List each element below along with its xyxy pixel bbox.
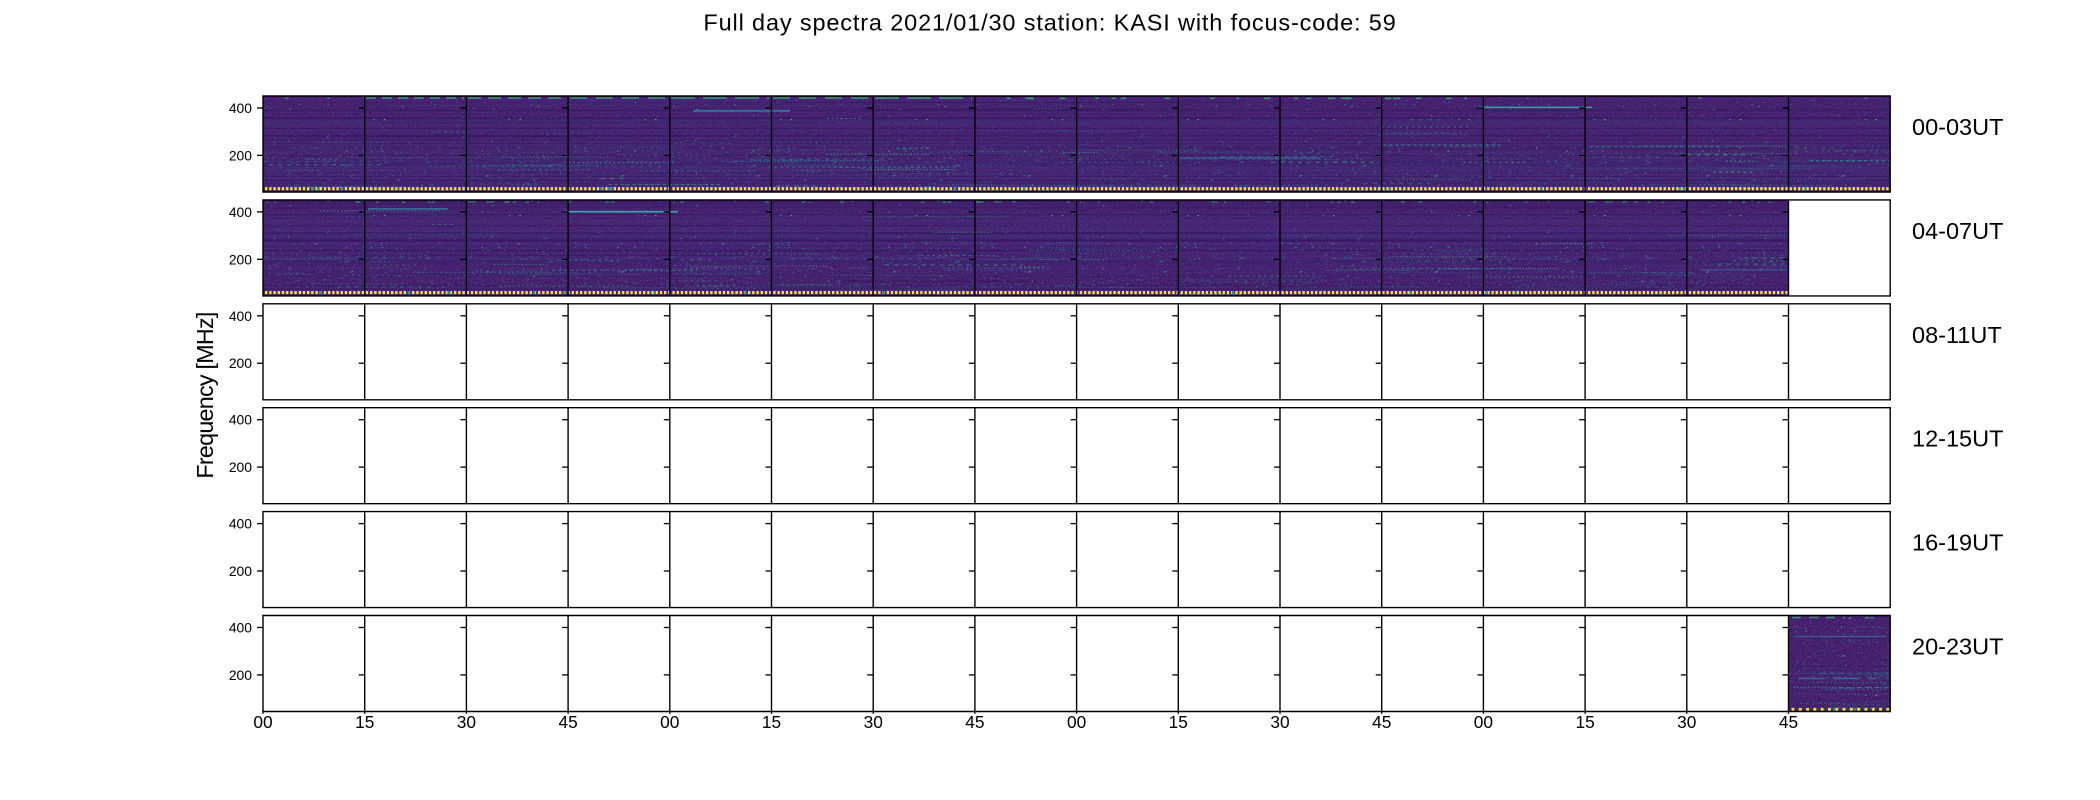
- svg-text:00: 00: [253, 712, 272, 732]
- svg-text:15: 15: [1575, 712, 1594, 732]
- svg-text:400: 400: [229, 516, 252, 532]
- svg-text:45: 45: [1779, 712, 1798, 732]
- svg-text:200: 200: [229, 355, 252, 371]
- svg-text:30: 30: [1270, 712, 1289, 732]
- svg-text:30: 30: [864, 712, 883, 732]
- svg-text:400: 400: [229, 412, 252, 428]
- svg-text:45: 45: [965, 712, 984, 732]
- svg-text:200: 200: [229, 459, 252, 475]
- svg-text:Frequency [MHz]: Frequency [MHz]: [192, 312, 218, 478]
- svg-text:200: 200: [229, 563, 252, 579]
- svg-text:00-03UT: 00-03UT: [1912, 114, 2003, 140]
- svg-text:30: 30: [457, 712, 476, 732]
- svg-text:15: 15: [762, 712, 781, 732]
- svg-text:400: 400: [229, 308, 252, 324]
- svg-text:08-11UT: 08-11UT: [1912, 322, 2002, 348]
- svg-text:04-07UT: 04-07UT: [1912, 218, 2003, 244]
- svg-text:00: 00: [660, 712, 679, 732]
- svg-text:400: 400: [229, 100, 252, 116]
- svg-text:400: 400: [229, 620, 252, 636]
- svg-text:200: 200: [229, 667, 252, 683]
- svg-text:16-19UT: 16-19UT: [1912, 530, 2003, 556]
- svg-text:15: 15: [1169, 712, 1188, 732]
- svg-text:00: 00: [1474, 712, 1493, 732]
- svg-text:30: 30: [1677, 712, 1696, 732]
- svg-text:45: 45: [1372, 712, 1391, 732]
- svg-text:200: 200: [229, 147, 252, 163]
- svg-text:400: 400: [229, 204, 252, 220]
- svg-text:00: 00: [1067, 712, 1086, 732]
- svg-text:20-23UT: 20-23UT: [1912, 634, 2003, 660]
- svg-text:15: 15: [355, 712, 374, 732]
- svg-text:Full day spectra 2021/01/30 st: Full day spectra 2021/01/30 station: KAS…: [703, 10, 1396, 36]
- svg-text:45: 45: [558, 712, 577, 732]
- svg-text:200: 200: [229, 251, 252, 267]
- svg-text:12-15UT: 12-15UT: [1912, 426, 2003, 452]
